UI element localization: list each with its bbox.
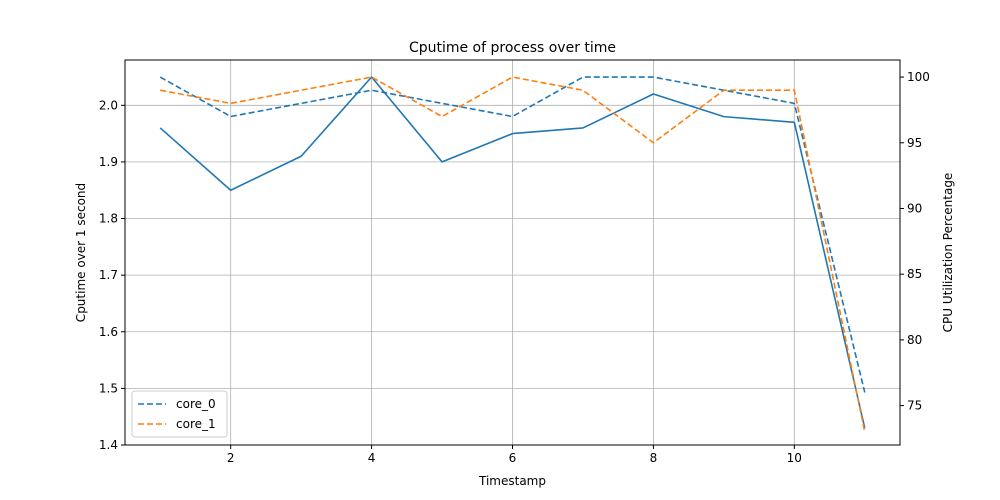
y-left-tick-label: 1.4 bbox=[99, 438, 118, 452]
y-left-tick-label: 1.7 bbox=[99, 268, 118, 282]
y-left-tick-label: 1.9 bbox=[99, 155, 118, 169]
x-tick-label: 8 bbox=[650, 451, 658, 465]
x-tick-label: 6 bbox=[509, 451, 517, 465]
cputime-line bbox=[159, 76, 866, 429]
y-left-tick-label: 2.0 bbox=[99, 98, 118, 112]
y-right-tick-label: 75 bbox=[907, 399, 922, 413]
x-axis-label: Timestamp bbox=[478, 474, 546, 488]
legend: core_0 core_1 bbox=[131, 390, 228, 438]
y-axis-left-label: Cputime over 1 second bbox=[74, 183, 88, 322]
chart-title: Cputime of process over time bbox=[409, 40, 616, 56]
y-left-tick-label: 1.5 bbox=[99, 381, 118, 395]
y-right-tick-label: 100 bbox=[907, 70, 930, 84]
x-tick-label: 2 bbox=[227, 451, 235, 465]
y-right-tick-label: 90 bbox=[907, 201, 922, 215]
grid bbox=[125, 60, 900, 446]
y-right-tick-label: 85 bbox=[907, 267, 922, 281]
legend-box bbox=[131, 390, 228, 438]
series-line-core_0 bbox=[159, 76, 866, 393]
axis-ticks: 2 4 6 8 10 1.4 1.5 1.6 1.7 1.8 1.9 2.0 75 80 85 90 95 100 bbox=[99, 70, 930, 465]
y-left-tick-label: 1.8 bbox=[99, 212, 118, 226]
x-tick-label: 10 bbox=[787, 451, 802, 465]
x-tick-label: 4 bbox=[368, 451, 376, 465]
y-left-tick-label: 1.6 bbox=[99, 325, 118, 339]
y-right-tick-label: 80 bbox=[907, 333, 922, 347]
y-right-tick-label: 95 bbox=[907, 136, 922, 150]
y-axis-right-label: CPU Utilization Percentage bbox=[941, 173, 955, 333]
series-line-core_1 bbox=[160, 76, 866, 433]
plot-lines bbox=[159, 76, 866, 433]
legend-label-core_1: core_1 bbox=[176, 417, 216, 431]
legend-label-core_0: core_0 bbox=[176, 397, 216, 411]
